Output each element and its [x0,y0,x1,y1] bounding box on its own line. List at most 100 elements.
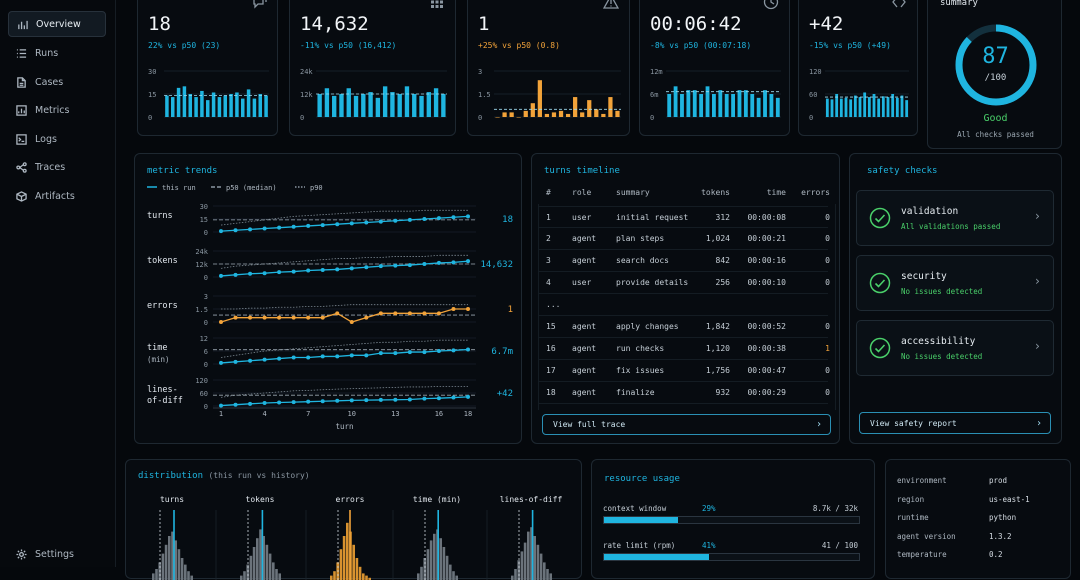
kpi-title: time [650,0,674,3]
kpi-title: turns [148,0,178,3]
trend-point [466,394,470,399]
kpi-bar [891,94,895,117]
kpi-bar [863,92,867,117]
trend-point [291,355,296,360]
trend-current-value: 6.7m [491,347,513,357]
env-key: environment [897,476,947,485]
table-row[interactable]: 2 agent plan steps 1,024 00:00:21 0 [538,228,830,250]
sidebar-item-settings[interactable]: Settings [8,541,106,567]
trend-y-tick: 0 [204,229,208,237]
sidebar-item-label: Artifacts [35,190,75,202]
kpi-bar [712,94,716,117]
kpi-bar [763,90,767,117]
timeline-table: # role summary tokens time errors 1 user initial… [538,184,838,410]
table-row[interactable]: 1 user initial request 312 00:00:08 0 [538,206,830,228]
table-header: # role summary tokens time errors [538,184,830,202]
kpi-bar [361,94,366,117]
table-row[interactable]: 16 agent run checks 1,120 00:00:38 1 [538,338,830,360]
trend-point [378,219,383,224]
kpi-bar [229,94,233,117]
trend-point [407,311,412,316]
kpi-bar [587,100,592,117]
trend-row-unit: (min) [147,355,170,364]
score-gauge [955,24,1037,106]
histogram-bar [190,575,193,580]
safety-check-accessibility[interactable]: accessibility No issues detected › [856,320,1054,376]
table-cell: 0 [825,322,830,331]
table-row[interactable]: 17 agent fix issues 1,756 00:00:47 0 [538,360,830,382]
table-cell: agent [572,234,597,243]
trend-point [407,350,412,355]
kpi-bar [750,94,755,117]
sidebar-item-runs[interactable]: Runs [8,40,106,66]
table-cell: 0 [825,366,830,375]
trend-point [466,347,470,352]
histogram-bar [333,571,336,580]
kpi-bar [877,98,881,117]
trend-x-tick: 18 [464,410,472,418]
code-icon [892,0,906,8]
kpi-bar [346,88,351,117]
trend-y-tick: 12 [200,335,208,343]
table-row[interactable]: 3 agent search docs 842 00:00:16 0 [538,250,830,272]
kpi-bar [724,94,729,117]
column-header: time [766,188,786,197]
table-frame [538,204,836,410]
sidebar-item-cases[interactable]: Cases [8,69,106,95]
histogram-bar [155,569,158,580]
chevron-right-icon: › [1033,274,1041,288]
sidebar-item-logs[interactable]: Logs [8,126,106,152]
safety-check-security[interactable]: security No issues detected › [856,255,1054,311]
kpi-bar [252,98,257,117]
trend-point [466,259,470,264]
trend-point [277,315,282,320]
kpi-bar [324,88,330,117]
legend-label: p50 (median) [226,184,277,192]
histogram-bar [530,527,533,580]
view-full-trace-label: View full trace [553,420,626,429]
kpi-bar [895,97,899,117]
kpi-bar [176,87,181,117]
score-note: All checks passed [957,130,1034,139]
kpi-bar [353,95,359,117]
safety-check-validation[interactable]: validation All validations passed › [856,190,1054,246]
trend-y-tick: 0 [204,274,208,282]
trend-line [220,348,469,364]
trend-line [220,260,469,277]
table-row[interactable]: 18 agent finalize 932 00:00:29 0 [538,382,830,404]
kpi-bar [404,86,410,117]
metric-trends-title: metric trends [147,166,218,176]
kpi-y-tick: 60 [809,91,817,99]
trend-point [219,229,223,234]
kpi-delta: -15% vs p50 (+49) [809,41,891,50]
kpi-delta: -11% vs p50 (16,412) [300,41,397,50]
resource-progress-track [603,553,860,561]
kpi-y-tick: 120 [809,68,822,76]
table-row[interactable]: ... [538,294,828,316]
sidebar-item-artifacts[interactable]: Artifacts [8,183,106,209]
table-cell: 312 [715,212,730,222]
sidebar-item-overview[interactable]: Overview [8,11,106,37]
kpi-bar [573,97,578,117]
traces-icon [16,161,27,173]
trend-p90-line [221,304,468,310]
trend-point [291,400,296,405]
view-safety-report-button[interactable]: View safety report › [859,412,1051,434]
sidebar-item-traces[interactable]: Traces [8,154,106,180]
resource-progress-track [603,516,860,524]
table-row[interactable]: 15 agent apply changes 1,842 00:00:52 0 [538,316,830,338]
trend-row-label: lines- [147,385,178,395]
kpi-bar [530,103,535,117]
trend-y-tick: 120 [195,377,208,385]
table-cell: 1,756 [705,366,730,375]
table-row[interactable]: 4 user provide details 256 00:00:10 0 [538,272,830,294]
gauge-fill [955,24,1037,106]
score-rating: Good [983,113,1008,124]
trend-point [335,267,340,272]
env-value: prod [989,476,1008,485]
table-cell: 0 [825,256,830,265]
view-full-trace-button[interactable]: View full trace › [542,414,831,435]
trend-point [335,354,340,359]
sidebar-item-metrics[interactable]: Metrics [8,97,106,123]
